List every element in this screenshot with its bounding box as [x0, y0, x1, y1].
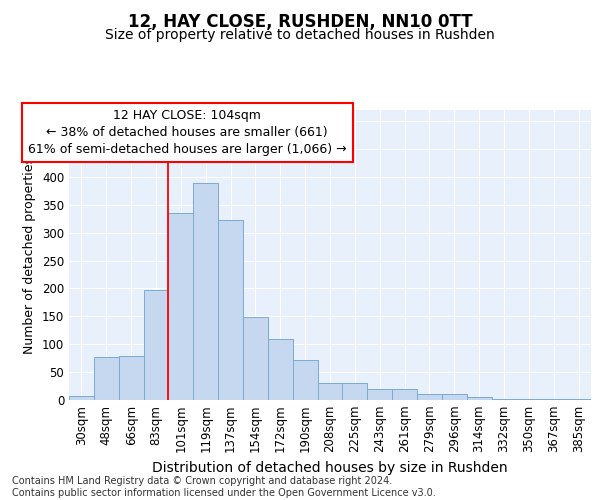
- Bar: [69, 396, 94, 400]
- Text: Contains HM Land Registry data © Crown copyright and database right 2024.
Contai: Contains HM Land Registry data © Crown c…: [12, 476, 436, 498]
- Bar: [94, 357, 119, 400]
- Bar: [392, 390, 417, 400]
- Text: 12, HAY CLOSE, RUSHDEN, NN10 0TT: 12, HAY CLOSE, RUSHDEN, NN10 0TT: [128, 12, 472, 30]
- Bar: [491, 399, 517, 400]
- X-axis label: Distribution of detached houses by size in Rushden: Distribution of detached houses by size …: [152, 461, 508, 475]
- Bar: [268, 339, 293, 400]
- Bar: [467, 397, 491, 400]
- Bar: [169, 213, 193, 400]
- Bar: [367, 390, 392, 400]
- Y-axis label: Number of detached properties: Number of detached properties: [23, 156, 37, 354]
- Bar: [143, 290, 169, 400]
- Text: 12 HAY CLOSE: 104sqm
← 38% of detached houses are smaller (661)
61% of semi-deta: 12 HAY CLOSE: 104sqm ← 38% of detached h…: [28, 109, 346, 156]
- Bar: [317, 384, 343, 400]
- Bar: [193, 182, 218, 400]
- Bar: [119, 356, 143, 400]
- Bar: [243, 318, 268, 400]
- Bar: [442, 394, 467, 400]
- Text: Size of property relative to detached houses in Rushden: Size of property relative to detached ho…: [105, 28, 495, 42]
- Bar: [417, 394, 442, 400]
- Bar: [343, 384, 367, 400]
- Bar: [293, 360, 317, 400]
- Bar: [218, 220, 243, 400]
